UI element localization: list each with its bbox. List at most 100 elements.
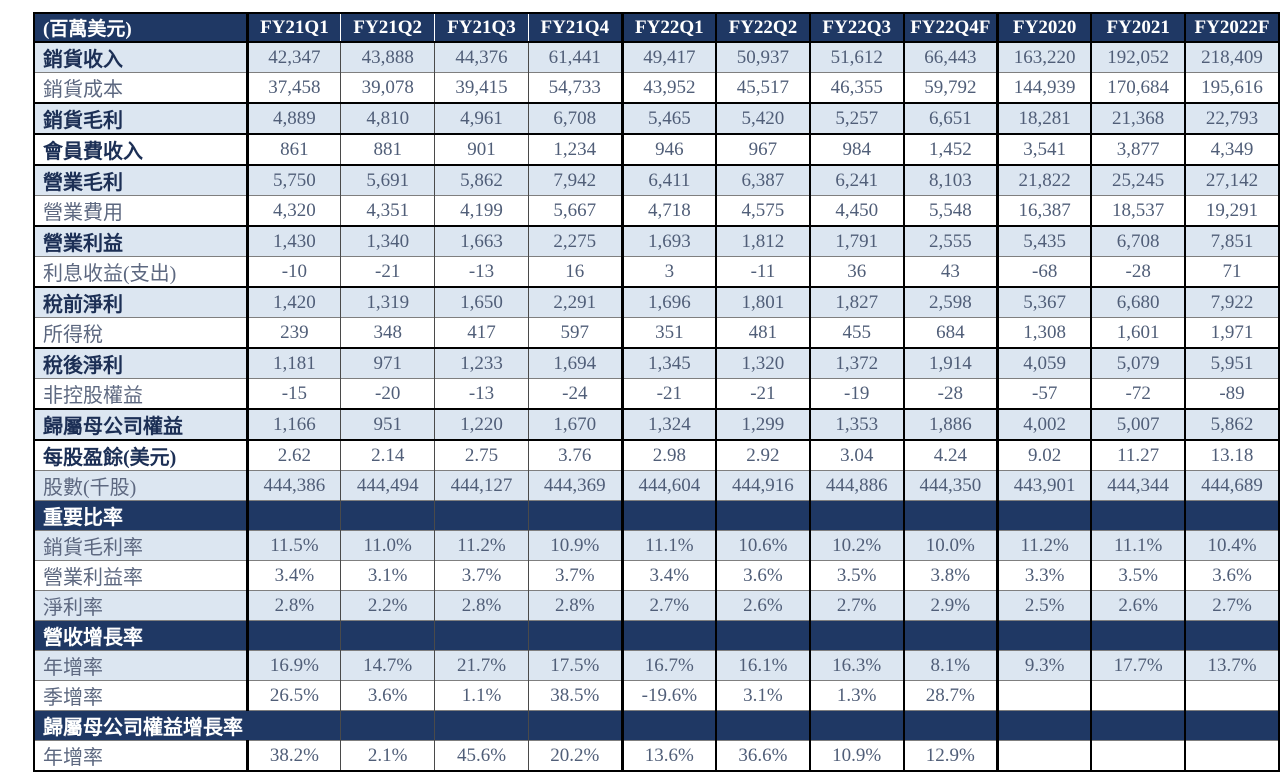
table-row: 年增率 38.2% 2.1% 45.6% 20.2% 13.6% 36.6% 10.9% 12.… [34,740,1279,771]
cell: 881 [340,133,435,165]
row-label: 營收增長率 [34,620,247,651]
cell: 49,417 [620,41,716,73]
row-label: 銷貨毛利率 [34,530,247,561]
cell: -10 [245,256,341,287]
cell: 3.1% [715,680,810,711]
cell: 17.5% [527,650,623,681]
cell: 2.2% [340,590,435,621]
financial-table: (百萬美元) FY21Q1 FY21Q2 FY21Q3 FY21Q4 FY22Q1 FY2… [33,12,1280,772]
cell [1184,620,1279,651]
cell: 1,812 [715,225,810,257]
cell: 5,079 [1090,347,1186,379]
cell: 6,241 [808,164,904,196]
table-row: 會員費收入 861 881 901 1,234 946 967 984 1,452 3,541 3,… [34,133,1279,165]
row-label-text: 營業利益率 [43,567,143,589]
column-header: FY2021 [1090,13,1186,42]
cell: 43,952 [620,72,716,103]
cell: -28 [1090,256,1186,287]
column-header: FY21Q4 [527,13,623,42]
cell: 218,409 [1184,41,1279,73]
row-label: 會員費收入 [34,133,247,165]
cell: -15 [245,378,341,409]
cell [434,500,529,531]
table-row: 每股盈餘(美元) 2.62 2.14 2.75 3.76 2.98 2.92 3.04 4.24… [34,439,1279,471]
cell: 7,922 [1184,286,1279,318]
cell [527,620,623,651]
row-label-text: 營收增長率 [43,627,143,649]
cell: 443,901 [996,470,1092,501]
cell: 4,351 [340,195,435,226]
cell: 2.7% [808,590,904,621]
row-label: 歸屬母公司權益 [34,408,247,440]
table-row: 營業毛利 5,750 5,691 5,862 7,942 6,411 6,387 6,241 8… [34,164,1279,196]
cell: 36 [808,256,904,287]
cell: 239 [245,317,341,348]
cell: 481 [715,317,810,348]
cell: 861 [245,133,341,165]
cell [245,620,341,651]
cell: 3.8% [902,560,998,591]
cell: 3.5% [808,560,904,591]
cell: 195,616 [1184,72,1279,103]
cell [1184,710,1279,741]
row-label-text: 歸屬母公司權益增長率 [43,717,243,739]
cell [996,620,1092,651]
cell: 3.1% [340,560,435,591]
cell: 11.27 [1090,439,1186,471]
cell: 967 [715,133,810,165]
section-row: 歸屬母公司權益增長率 [34,710,1279,741]
cell: 5,367 [996,286,1092,318]
cell: 50,937 [715,41,810,73]
cell: -68 [996,256,1092,287]
cell: 455 [808,317,904,348]
table-row: 營業費用 4,320 4,351 4,199 5,667 4,718 4,575 4,450 5… [34,195,1279,226]
cell: 5,420 [715,102,810,134]
cell: 1,234 [527,133,623,165]
cell: 21,822 [996,164,1092,196]
cell: 5,667 [527,195,623,226]
row-label-text: 營業費用 [43,202,123,224]
cell: 946 [620,133,716,165]
cell: 2.9% [902,590,998,621]
cell: 25,245 [1090,164,1186,196]
cell: 4,002 [996,408,1092,440]
cell: 2.7% [1184,590,1279,621]
row-label-text: 營業毛利 [43,172,123,194]
cell: 1,663 [434,225,529,257]
cell: 18,537 [1090,195,1186,226]
cell [1090,680,1186,711]
cell: 1,420 [245,286,341,318]
cell [902,500,998,531]
cell: 348 [340,317,435,348]
cell: 10.6% [715,530,810,561]
cell: 3.3% [996,560,1092,591]
cell: -20 [340,378,435,409]
cell: 2,598 [902,286,998,318]
cell: 22,793 [1184,102,1279,134]
table-row: 銷貨收入 42,347 43,888 44,376 61,441 49,417 50,937… [34,41,1279,73]
cell [247,710,341,741]
cell: 1,319 [340,286,435,318]
cell: 6,708 [1090,225,1186,257]
cell: 44,376 [434,41,529,73]
cell: 901 [434,133,529,165]
cell: 2,291 [527,286,623,318]
cell: 2.1% [340,740,435,771]
cell: 8.1% [902,650,998,681]
table-row: 營業利益率 3.4% 3.1% 3.7% 3.7% 3.4% 3.6% 3.5% 3.8% 3.3… [34,560,1279,591]
cell [715,620,810,651]
cell: 417 [434,317,529,348]
cell [808,710,904,741]
cell: 43,888 [340,41,435,73]
cell: 1.3% [808,680,904,711]
cell: -24 [527,378,623,409]
cell: 2.14 [340,439,435,471]
cell: 5,465 [620,102,716,134]
row-label-text: 季增率 [43,687,103,709]
cell: 11.2% [434,530,529,561]
cell: 1,452 [902,133,998,165]
cell: 4,199 [434,195,529,226]
cell: 59,792 [902,72,998,103]
cell: 1,650 [434,286,529,318]
cell: 2.8% [245,590,341,621]
